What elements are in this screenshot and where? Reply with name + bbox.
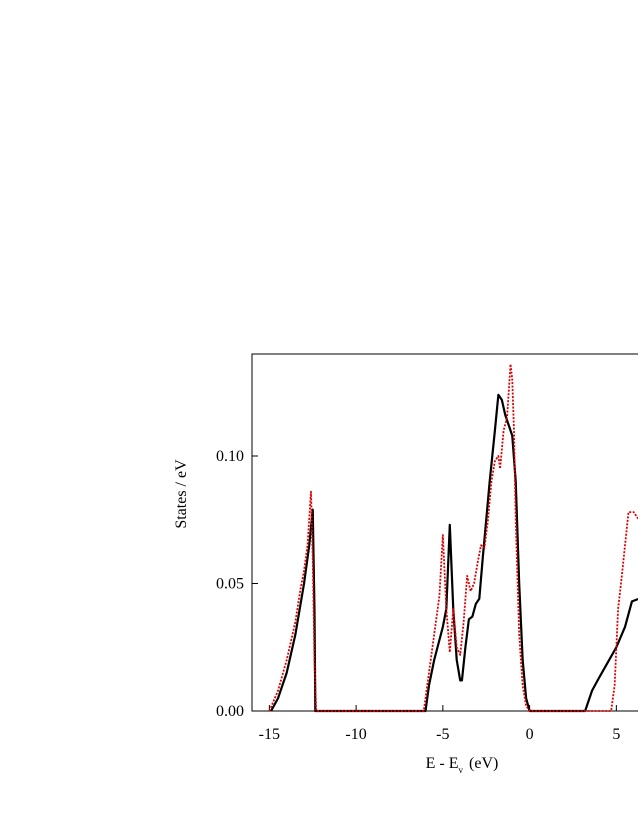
x-tick-label: -5 <box>436 726 449 743</box>
series-line <box>270 393 638 713</box>
y-axis-label: States / eV <box>173 459 190 529</box>
x-label-unit: (eV) <box>469 755 498 772</box>
x-tick-label: 0 <box>526 726 534 743</box>
x-tick-label: -10 <box>345 726 366 743</box>
x-label-sub: v <box>459 765 464 775</box>
x-axis-label: E - Ev (eV) <box>426 755 499 775</box>
plot-frame <box>251 353 638 712</box>
x-tick-label: 5 <box>612 726 620 743</box>
x-tick-label: -15 <box>259 726 280 743</box>
y-tick-label: 0.10 <box>216 448 244 465</box>
y-tick-label: 0.00 <box>216 703 244 720</box>
series-line <box>268 363 638 712</box>
x-label-main: E - E <box>426 755 459 772</box>
y-tick-label: 0.05 <box>216 576 244 593</box>
